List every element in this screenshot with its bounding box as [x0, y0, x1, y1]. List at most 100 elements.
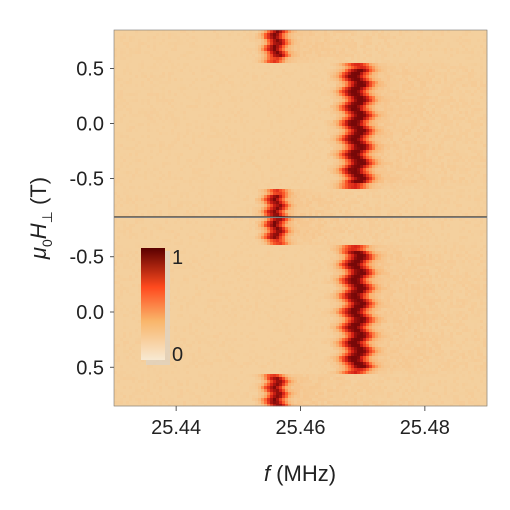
heatmap-cell [381, 114, 385, 118]
heatmap-cell [426, 90, 430, 94]
heatmap-cell [471, 99, 475, 103]
heatmap-cell [159, 45, 163, 49]
heatmap-cell [426, 111, 430, 115]
heatmap-cell [141, 42, 145, 46]
heatmap-cell [471, 78, 475, 82]
heatmap-cell [453, 108, 457, 112]
heatmap-cell [483, 138, 487, 142]
heatmap-cell [468, 84, 472, 88]
heatmap-cell [201, 105, 205, 109]
heatmap-cell [291, 117, 295, 121]
heatmap-cell [309, 33, 313, 37]
heatmap-cell [288, 39, 292, 43]
heatmap-cell [195, 132, 199, 136]
heatmap-cell [285, 108, 289, 112]
heatmap-cell [165, 60, 169, 64]
heatmap-cell [450, 117, 454, 121]
heatmap-cell [348, 63, 352, 67]
heatmap-cell [177, 90, 181, 94]
heatmap-cell [471, 114, 475, 118]
heatmap-cell [480, 96, 484, 100]
heatmap-cell [273, 132, 277, 136]
heatmap-cell [129, 66, 133, 70]
heatmap-cell [252, 144, 256, 148]
heatmap-cell [483, 105, 487, 109]
heatmap-cell [441, 57, 445, 61]
heatmap-cell [255, 54, 259, 58]
heatmap-cell [453, 45, 457, 49]
heatmap-cell [459, 105, 463, 109]
heatmap-cell [447, 105, 451, 109]
heatmap-cell [294, 105, 298, 109]
heatmap-cell [363, 96, 367, 100]
heatmap-cell [375, 36, 379, 40]
heatmap-cell [213, 93, 217, 97]
heatmap-cell [195, 120, 199, 124]
heatmap-cell [387, 45, 391, 49]
heatmap-cell [360, 108, 364, 112]
heatmap-cell [345, 60, 349, 64]
heatmap-cell [165, 66, 169, 70]
heatmap-cell [234, 114, 238, 118]
heatmap-cell [144, 72, 148, 76]
heatmap-cell [378, 135, 382, 139]
heatmap-cell [456, 84, 460, 88]
heatmap-cell [183, 111, 187, 115]
heatmap-cell [231, 33, 235, 37]
heatmap-cell [156, 105, 160, 109]
heatmap-cell [333, 144, 337, 148]
heatmap-cell [348, 108, 352, 112]
heatmap-cell [204, 99, 208, 103]
heatmap-cell [447, 84, 451, 88]
heatmap-cell [141, 39, 145, 43]
heatmap-cell [147, 36, 151, 40]
heatmap-cell [156, 138, 160, 142]
heatmap-cell [387, 57, 391, 61]
heatmap-cell [339, 108, 343, 112]
heatmap-cell [384, 39, 388, 43]
heatmap-cell [348, 144, 352, 148]
heatmap-cell [144, 63, 148, 67]
heatmap-cell [129, 102, 133, 106]
heatmap-cell [123, 48, 127, 52]
heatmap-cell [243, 120, 247, 124]
heatmap-cell [354, 42, 358, 46]
heatmap-cell [249, 120, 253, 124]
heatmap-cell [123, 81, 127, 85]
heatmap-cell [240, 63, 244, 67]
heatmap-cell [168, 102, 172, 106]
heatmap-cell [336, 30, 340, 34]
heatmap-cell [378, 93, 382, 97]
heatmap-cell [291, 108, 295, 112]
heatmap-cell [402, 84, 406, 88]
heatmap-cell [354, 33, 358, 37]
heatmap-cell [411, 66, 415, 70]
heatmap-cell [189, 132, 193, 136]
heatmap-cell [198, 51, 202, 55]
heatmap-cell [144, 141, 148, 145]
heatmap-cell [243, 48, 247, 52]
heatmap-cell [438, 111, 442, 115]
heatmap-cell [213, 147, 217, 151]
heatmap-cell [441, 144, 445, 148]
heatmap-cell [450, 120, 454, 124]
heatmap-cell [243, 72, 247, 76]
heatmap-cell [237, 60, 241, 64]
heatmap-cell [147, 135, 151, 139]
heatmap-cell [282, 81, 286, 85]
heatmap-cell [345, 123, 349, 127]
heatmap-cell [186, 105, 190, 109]
heatmap-cell [480, 144, 484, 148]
heatmap-cell [405, 108, 409, 112]
heatmap-cell [396, 57, 400, 61]
heatmap-cell [255, 60, 259, 64]
heatmap-cell [138, 54, 142, 58]
heatmap-cell [390, 42, 394, 46]
heatmap-cell [483, 141, 487, 145]
heatmap-cell [348, 36, 352, 40]
heatmap-cell [444, 54, 448, 58]
heatmap-cell [363, 144, 367, 148]
heatmap-cell [402, 54, 406, 58]
heatmap-cell [318, 63, 322, 67]
heatmap-cell [462, 69, 466, 73]
